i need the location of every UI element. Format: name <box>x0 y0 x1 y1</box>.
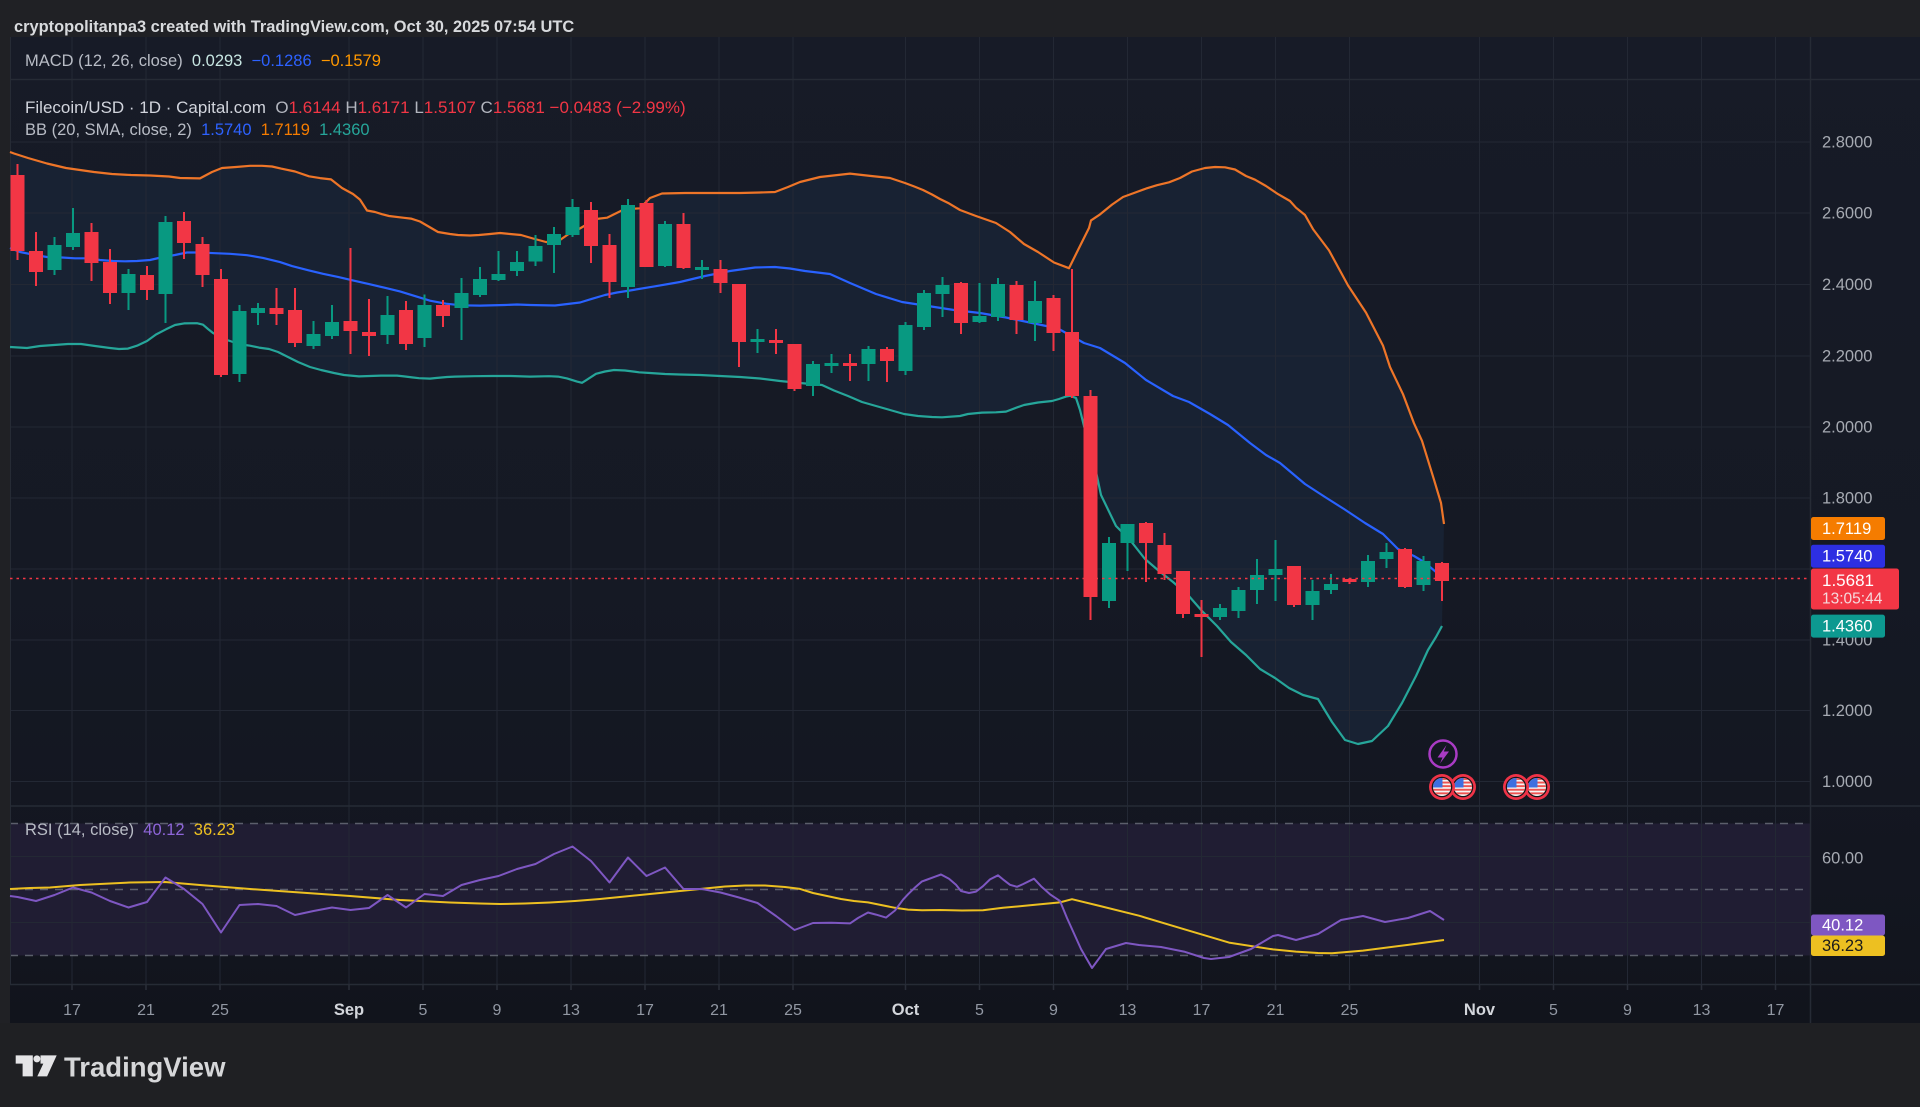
svg-text:9: 9 <box>1623 1002 1632 1019</box>
svg-text:Filecoin/USD · 1D · Capital.co: Filecoin/USD · 1D · Capital.com O1.6144 … <box>25 98 686 117</box>
svg-text:5: 5 <box>1549 1002 1558 1019</box>
svg-text:Oct: Oct <box>892 1001 920 1019</box>
svg-text:BB (20, SMA, close, 2) 1.5740: BB (20, SMA, close, 2) 1.5740 1.7119 1.4… <box>25 121 370 139</box>
svg-text:1.8000: 1.8000 <box>1822 490 1872 508</box>
svg-text:17: 17 <box>1193 1002 1211 1019</box>
svg-text:cryptopolitanpa3 created with: cryptopolitanpa3 created with TradingVie… <box>14 18 574 36</box>
svg-text:17: 17 <box>636 1002 654 1019</box>
svg-text:21: 21 <box>710 1002 728 1019</box>
svg-text:Sep: Sep <box>334 1001 364 1019</box>
svg-text:1.5740: 1.5740 <box>1822 548 1872 566</box>
svg-text:9: 9 <box>493 1002 502 1019</box>
svg-text:2.6000: 2.6000 <box>1822 205 1872 223</box>
svg-text:5: 5 <box>419 1002 428 1019</box>
svg-text:2.4000: 2.4000 <box>1822 276 1872 294</box>
svg-text:17: 17 <box>1767 1002 1785 1019</box>
svg-text:2.2000: 2.2000 <box>1822 348 1872 366</box>
svg-text:2.0000: 2.0000 <box>1822 419 1872 437</box>
svg-text:1.2000: 1.2000 <box>1822 702 1872 720</box>
svg-text:Nov: Nov <box>1464 1001 1496 1019</box>
svg-text:MACD (12, 26, close) 0.0293: MACD (12, 26, close) 0.0293 −0.1286 −0.1… <box>25 52 381 70</box>
svg-text:1.4360: 1.4360 <box>1822 618 1872 636</box>
svg-text:25: 25 <box>211 1002 229 1019</box>
svg-text:RSI (14, close) 40.12 36.23: RSI (14, close) 40.12 36.23 <box>25 821 235 839</box>
svg-text:9: 9 <box>1049 1002 1058 1019</box>
svg-text:25: 25 <box>1341 1002 1359 1019</box>
svg-text:TradingView: TradingView <box>64 1052 226 1083</box>
svg-text:1.0000: 1.0000 <box>1822 773 1872 791</box>
svg-text:13: 13 <box>1693 1002 1711 1019</box>
svg-text:40.12: 40.12 <box>1822 917 1863 935</box>
svg-text:2.8000: 2.8000 <box>1822 134 1872 152</box>
svg-text:25: 25 <box>784 1002 802 1019</box>
svg-text:1.5681: 1.5681 <box>1822 571 1874 590</box>
svg-text:21: 21 <box>137 1002 155 1019</box>
svg-text:1.7119: 1.7119 <box>1822 520 1871 538</box>
svg-text:13:05:44: 13:05:44 <box>1822 591 1883 608</box>
svg-text:36.23: 36.23 <box>1822 937 1863 955</box>
svg-text:13: 13 <box>562 1002 580 1019</box>
svg-text:13: 13 <box>1119 1002 1137 1019</box>
svg-text:60.00: 60.00 <box>1822 850 1863 868</box>
svg-text:21: 21 <box>1267 1002 1285 1019</box>
svg-text:17: 17 <box>63 1002 81 1019</box>
svg-text:5: 5 <box>975 1002 984 1019</box>
